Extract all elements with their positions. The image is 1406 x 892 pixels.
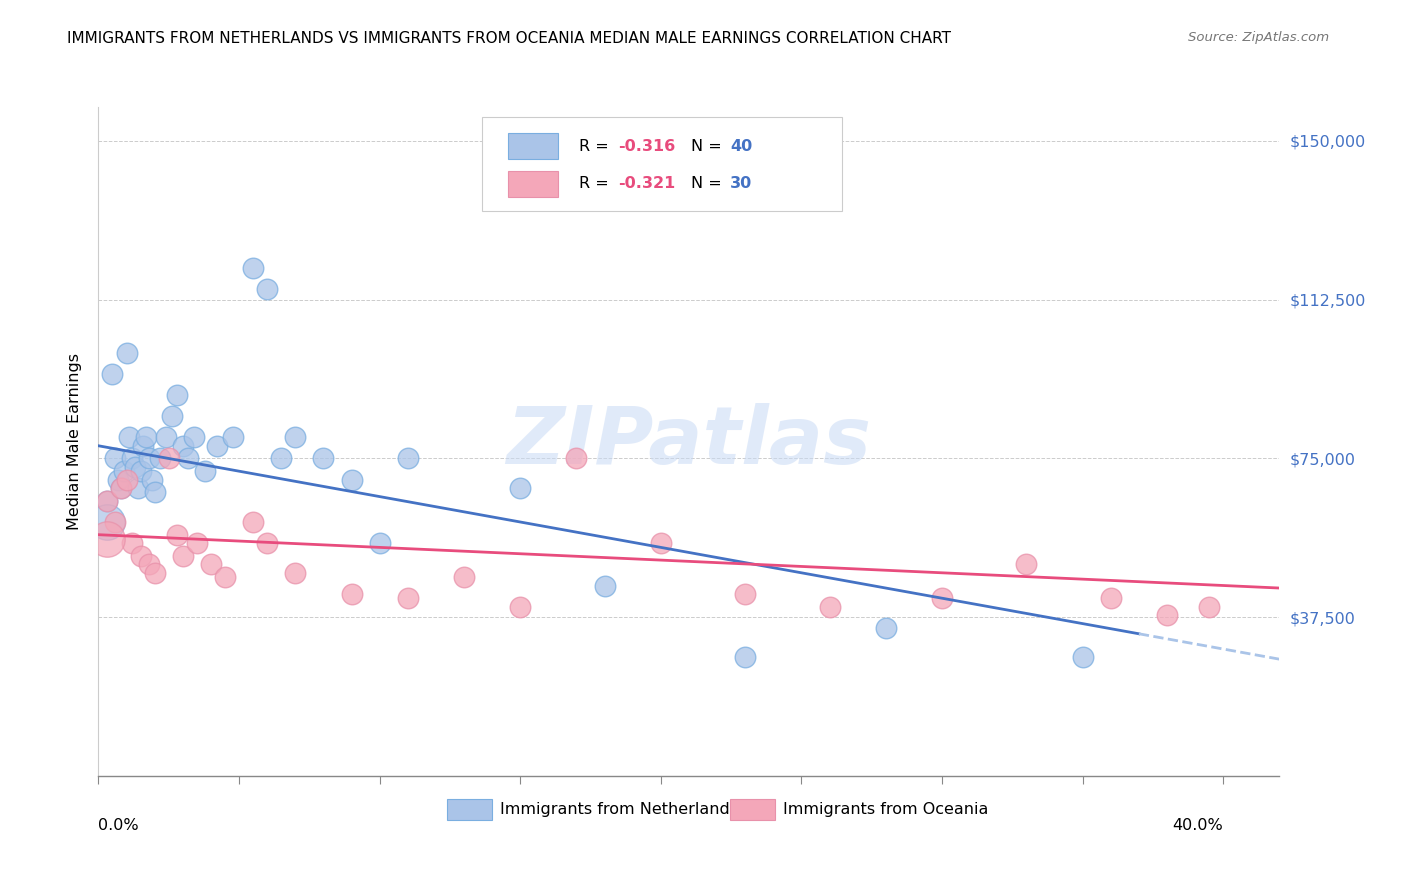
FancyBboxPatch shape — [508, 171, 558, 197]
Point — [104, 451, 127, 466]
Point — [110, 481, 132, 495]
Point — [242, 515, 264, 529]
Point — [284, 566, 307, 580]
Text: 30: 30 — [730, 177, 752, 192]
Text: -0.316: -0.316 — [619, 139, 675, 153]
Point — [132, 439, 155, 453]
Point — [509, 481, 531, 495]
Point — [1156, 608, 1178, 623]
Point — [107, 473, 129, 487]
Point — [396, 451, 419, 466]
Text: IMMIGRANTS FROM NETHERLANDS VS IMMIGRANTS FROM OCEANIA MEDIAN MALE EARNINGS CORR: IMMIGRANTS FROM NETHERLANDS VS IMMIGRANT… — [67, 31, 952, 46]
Point — [396, 591, 419, 606]
Point — [143, 566, 166, 580]
Point — [141, 473, 163, 487]
Point — [509, 599, 531, 614]
Text: 0.0%: 0.0% — [98, 818, 139, 833]
Point — [124, 459, 146, 474]
Text: N =: N = — [692, 177, 727, 192]
Point — [135, 430, 157, 444]
Point — [177, 451, 200, 466]
Point — [186, 536, 208, 550]
Point — [256, 536, 278, 550]
Point — [1099, 591, 1122, 606]
Point — [96, 515, 118, 529]
FancyBboxPatch shape — [482, 117, 842, 211]
Point — [166, 388, 188, 402]
Point — [138, 451, 160, 466]
Text: 40.0%: 40.0% — [1173, 818, 1223, 833]
Point — [214, 570, 236, 584]
Point — [112, 464, 135, 478]
Point — [110, 481, 132, 495]
Point — [931, 591, 953, 606]
Text: Immigrants from Netherlands: Immigrants from Netherlands — [501, 802, 738, 817]
Point — [157, 451, 180, 466]
Point — [121, 536, 143, 550]
Point — [312, 451, 335, 466]
Point — [155, 430, 177, 444]
Point — [129, 464, 152, 478]
Point — [270, 451, 292, 466]
Point — [118, 430, 141, 444]
Point — [166, 527, 188, 541]
Text: N =: N = — [692, 139, 727, 153]
Point — [96, 493, 118, 508]
Point — [183, 430, 205, 444]
Point — [222, 430, 245, 444]
Point — [160, 409, 183, 424]
Point — [284, 430, 307, 444]
Point — [200, 558, 222, 572]
Point — [101, 367, 124, 381]
Text: R =: R = — [579, 177, 614, 192]
Point — [96, 532, 118, 546]
Point — [256, 282, 278, 296]
FancyBboxPatch shape — [508, 134, 558, 159]
Point — [172, 549, 194, 563]
FancyBboxPatch shape — [730, 799, 775, 820]
Point — [242, 260, 264, 275]
Text: Immigrants from Oceania: Immigrants from Oceania — [783, 802, 988, 817]
Point — [143, 485, 166, 500]
Text: ZIPatlas: ZIPatlas — [506, 402, 872, 481]
Point — [818, 599, 841, 614]
Point — [127, 481, 149, 495]
Point — [149, 451, 172, 466]
Point — [734, 587, 756, 601]
Point — [875, 621, 897, 635]
Point — [194, 464, 217, 478]
Point — [565, 451, 588, 466]
Point — [340, 473, 363, 487]
Point — [368, 536, 391, 550]
Point — [138, 558, 160, 572]
Point — [172, 439, 194, 453]
Point — [96, 493, 118, 508]
Text: -0.321: -0.321 — [619, 177, 675, 192]
Point — [1015, 558, 1038, 572]
Point — [115, 345, 138, 359]
Point — [121, 451, 143, 466]
FancyBboxPatch shape — [447, 799, 492, 820]
Point — [104, 515, 127, 529]
Point — [734, 650, 756, 665]
Point — [129, 549, 152, 563]
Text: 40: 40 — [730, 139, 752, 153]
Point — [340, 587, 363, 601]
Point — [453, 570, 475, 584]
Point — [205, 439, 228, 453]
Text: Source: ZipAtlas.com: Source: ZipAtlas.com — [1188, 31, 1329, 45]
Point — [115, 473, 138, 487]
Point — [593, 578, 616, 592]
Y-axis label: Median Male Earnings: Median Male Earnings — [66, 353, 82, 530]
Point — [650, 536, 672, 550]
Point — [1071, 650, 1094, 665]
Point — [1198, 599, 1220, 614]
Text: R =: R = — [579, 139, 614, 153]
